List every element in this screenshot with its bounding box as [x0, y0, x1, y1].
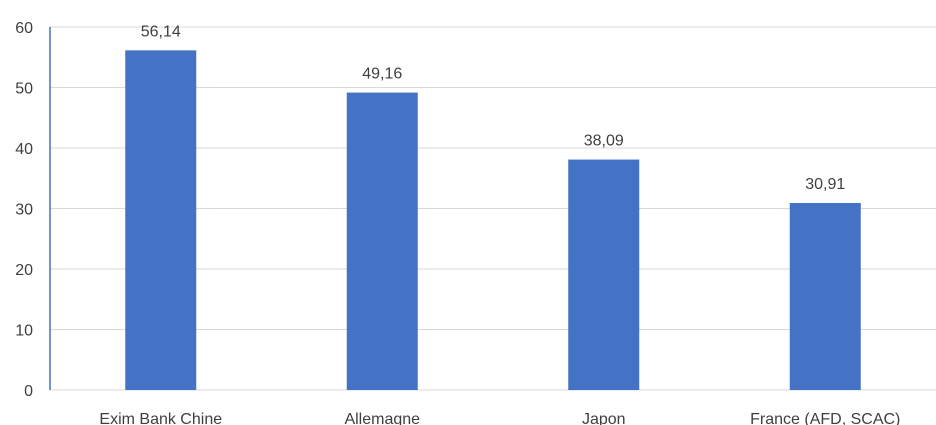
- bar: [789, 202, 861, 390]
- gridlines: [50, 26, 936, 391]
- bars: [125, 50, 861, 391]
- y-tick-label: 10: [15, 323, 33, 340]
- data-label: 30,91: [805, 176, 845, 193]
- y-tick-label: 60: [15, 20, 33, 37]
- y-tick-label: 50: [15, 81, 33, 98]
- x-axis-tick-labels: Exim Bank Chine Allemagne Japon France (AFD…: [99, 411, 900, 425]
- bar: [346, 92, 418, 390]
- bar: [568, 159, 640, 390]
- x-tick-label: Exim Bank Chine: [99, 411, 222, 425]
- y-tick-label: 0: [24, 383, 33, 400]
- y-tick-label: 30: [15, 202, 33, 219]
- data-label: 49,16: [362, 66, 402, 83]
- bar: [125, 50, 197, 391]
- y-tick-label: 20: [15, 262, 33, 279]
- y-axis-tick-labels: 0 10 20 30 40 50 60: [15, 20, 33, 400]
- x-tick-label: Allemagne: [344, 411, 420, 425]
- data-labels: 56,14 49,16 38,09 30,91: [141, 23, 846, 193]
- x-tick-label: France (AFD, SCAC): [750, 411, 900, 425]
- x-tick-label: Japon: [582, 411, 626, 425]
- data-label: 38,09: [584, 133, 624, 150]
- data-label: 56,14: [141, 23, 181, 40]
- y-tick-label: 40: [15, 141, 33, 158]
